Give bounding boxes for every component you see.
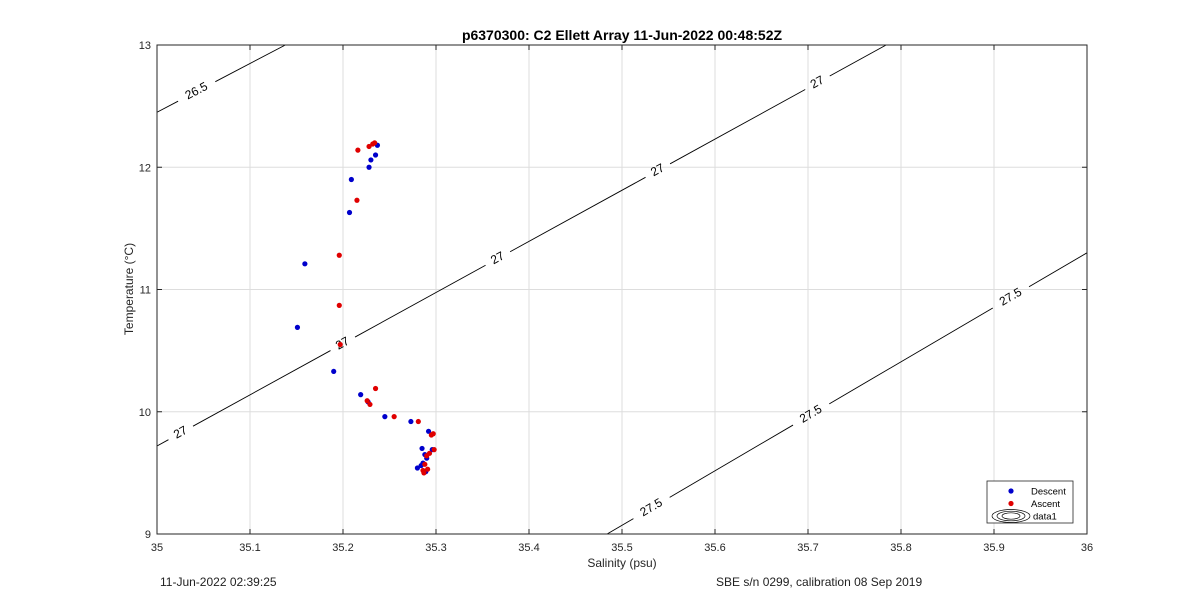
contour-line-27 <box>354 264 486 338</box>
contour-line-27 <box>669 89 806 165</box>
x-tick-label: 35.7 <box>797 542 818 554</box>
contour-label: 27 <box>333 334 352 353</box>
y-tick-label: 9 <box>145 529 151 541</box>
legend-label: Descent <box>1031 487 1066 498</box>
ascent-point <box>372 140 378 146</box>
ascent-point <box>366 143 372 150</box>
x-tick-label: 35.4 <box>518 542 539 554</box>
data-series <box>294 140 437 476</box>
legend-label: Ascent <box>1031 499 1060 510</box>
ascent-point <box>391 414 397 420</box>
contour-line-27.5 <box>829 307 994 405</box>
contour-line-27 <box>829 44 887 77</box>
contour-line-27.5 <box>606 518 634 535</box>
y-axis-label: Temperature (°C) <box>122 243 136 335</box>
contour-label: 27 <box>171 423 190 442</box>
contour-label: 27.5 <box>638 495 666 519</box>
contour-line-27.5 <box>669 424 794 498</box>
contour-line-27 <box>192 350 331 427</box>
ascent-point <box>336 302 342 308</box>
ascent-point <box>424 453 430 459</box>
descent-point <box>366 164 372 170</box>
descent-point <box>425 428 432 434</box>
y-tick-label: 10 <box>139 407 151 419</box>
x-axis-label: Salinity (psu) <box>587 556 656 570</box>
ascent-point <box>422 461 428 467</box>
x-tick-label: 35.8 <box>890 542 911 554</box>
ascent-point <box>367 401 373 408</box>
contour-line-26.5 <box>156 100 179 113</box>
contour-line-27.5 <box>1028 252 1088 288</box>
axis-ticks: 35 35.1 35.2 35.3 35.4 35.5 35.6 35.7 35.8 35.9 36… <box>139 40 1093 554</box>
x-tick-label: 35.3 <box>425 542 446 554</box>
series-ascent <box>336 140 437 476</box>
ascent-point <box>372 385 379 392</box>
contour-line-26.5 <box>215 44 286 83</box>
ascent-point <box>428 432 434 438</box>
x-tick-label: 35.5 <box>611 542 632 554</box>
descent-point <box>294 324 301 330</box>
x-tick-label: 35 <box>151 542 163 554</box>
contour-legend-icon <box>991 509 1031 523</box>
contour-label: 27 <box>648 160 667 179</box>
descent-point <box>414 465 420 471</box>
y-tick-label: 12 <box>139 162 151 174</box>
contour-line-27 <box>509 176 646 253</box>
legend-marker-descent <box>1008 488 1014 494</box>
chart-title: p6370300: C2 Ellett Array 11-Jun-2022 00… <box>462 27 783 43</box>
descent-point <box>368 157 374 163</box>
ascent-point <box>415 418 421 425</box>
descent-point <box>358 392 364 398</box>
footer-instrument-info: SBE s/n 0299, calibration 08 Sep 2019 <box>716 575 923 589</box>
descent-point <box>408 418 414 425</box>
ascent-point <box>431 447 437 453</box>
ascent-point <box>421 470 427 476</box>
contour-line-27 <box>156 439 169 447</box>
descent-point <box>348 176 354 183</box>
contour-label: 26.5 <box>183 79 210 102</box>
ascent-point <box>354 197 360 203</box>
descent-point <box>346 209 353 216</box>
descent-point <box>419 445 425 452</box>
descent-point <box>302 261 308 267</box>
descent-point <box>372 152 379 158</box>
footer-timestamp: 11-Jun-2022 02:39:25 <box>160 575 277 589</box>
contour-label: 27 <box>808 73 827 92</box>
legend-label: data1 <box>1033 512 1057 523</box>
contour-label: 27 <box>488 248 507 267</box>
x-tick-label: 35.2 <box>332 542 353 554</box>
x-tick-label: 35.1 <box>239 542 260 554</box>
grid-lines <box>156 44 1088 535</box>
legend-marker-ascent <box>1008 500 1014 507</box>
contour-label: 27.5 <box>797 402 825 426</box>
descent-point <box>382 414 388 420</box>
series-descent <box>294 142 435 475</box>
ascent-point <box>425 466 431 472</box>
y-tick-label: 11 <box>140 285 151 297</box>
ascent-point <box>337 341 343 348</box>
x-tick-label: 35.9 <box>983 542 1004 554</box>
y-tick-label: 13 <box>139 40 151 52</box>
ascent-point <box>364 398 370 404</box>
ascent-point <box>355 147 361 153</box>
contour-label: 27.5 <box>997 285 1025 309</box>
x-tick-label: 36 <box>1081 542 1093 554</box>
x-tick-label: 35.6 <box>704 542 725 554</box>
descent-point <box>331 368 337 375</box>
ascent-point <box>336 252 342 258</box>
